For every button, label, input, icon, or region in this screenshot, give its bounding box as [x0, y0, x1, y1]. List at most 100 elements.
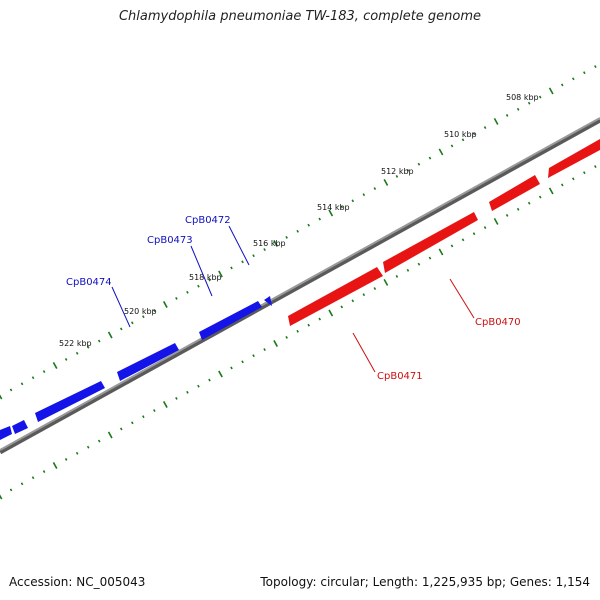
- gene-arrow-cpb0471[interactable]: [288, 267, 383, 326]
- gene-label-cpb0473[interactable]: CpB0473: [147, 235, 193, 246]
- outer-tick: [42, 370, 46, 374]
- inner-tick: [406, 268, 410, 272]
- gene-callout-lines: [111, 225, 475, 373]
- inner-tick: [162, 401, 168, 408]
- inner-tick: [583, 171, 586, 175]
- inner-tick: [52, 462, 58, 469]
- genome-backbone: [0, 117, 600, 455]
- outer-tick: [594, 65, 597, 69]
- inner-tick: [175, 396, 178, 400]
- inner-tick: [197, 384, 200, 388]
- inner-tick: [438, 248, 444, 256]
- inner-tick: [230, 366, 233, 370]
- outer-tick: [560, 83, 564, 87]
- outer-tick: [86, 345, 90, 349]
- gene-arrow-cpb0473[interactable]: [199, 301, 262, 340]
- outer-tick: [450, 144, 454, 148]
- inner-tick-track: [0, 165, 597, 500]
- ruler-label-514: 514 kbp: [317, 203, 350, 212]
- outer-tick: [162, 301, 168, 308]
- outer-tick: [75, 351, 79, 355]
- gene-label-cpb0474[interactable]: CpB0474: [66, 277, 112, 288]
- outer-tick: [438, 148, 444, 156]
- outer-tick: [153, 309, 156, 313]
- outer-tick: [285, 235, 288, 239]
- inner-tick: [538, 195, 542, 199]
- outer-tick: [230, 266, 233, 270]
- genome-summary-text: Topology: circular; Length: 1,225,935 bp…: [260, 575, 590, 589]
- inner-tick: [307, 323, 310, 327]
- inner-tick: [107, 431, 113, 439]
- gene-label-cpb0470[interactable]: CpB0470: [475, 317, 521, 328]
- inner-tick: [340, 305, 344, 309]
- inner-tick: [395, 274, 399, 278]
- outer-tick: [362, 193, 366, 197]
- outer-tick: [0, 394, 3, 400]
- inner-tick: [208, 378, 211, 382]
- gene-arrow-cpb0470[interactable]: [383, 212, 478, 273]
- inner-tick: [417, 262, 421, 266]
- inner-tick: [483, 226, 487, 230]
- outer-tick: [340, 205, 344, 209]
- ruler-label-512: 512 kbp: [381, 167, 414, 176]
- outer-tick-track: [0, 65, 597, 400]
- inner-tick: [548, 187, 554, 195]
- inner-tick: [351, 299, 355, 303]
- inner-tick: [0, 494, 3, 500]
- outer-tick: [351, 199, 355, 203]
- outer-tick: [493, 118, 499, 125]
- gene-arrow-cpb0475[interactable]: [35, 381, 105, 422]
- ruler-label-510: 510 kbp: [444, 130, 477, 139]
- outer-tick: [119, 327, 123, 331]
- outer-tick: [296, 229, 299, 233]
- gene-arrow-cpb0472[interactable]: [264, 296, 272, 306]
- inner-tick: [75, 451, 79, 455]
- outer-tick: [186, 290, 189, 294]
- inner-tick: [493, 218, 499, 225]
- outer-tick: [373, 187, 377, 191]
- ruler-label-520: 520 kbp: [124, 307, 157, 316]
- inner-tick: [516, 207, 520, 211]
- outer-tick: [516, 107, 520, 111]
- outer-tick: [107, 331, 113, 339]
- outer-tick: [31, 376, 35, 380]
- ruler-label-508: 508 kbp: [506, 93, 539, 102]
- outer-tick: [263, 248, 266, 252]
- gene-arrow-cpb0469[interactable]: [489, 175, 540, 211]
- inner-tick: [328, 309, 334, 317]
- inner-tick: [20, 482, 24, 486]
- inner-tick: [461, 238, 465, 242]
- inner-tick: [131, 421, 134, 425]
- inner-tick: [296, 329, 299, 333]
- outer-tick: [64, 357, 68, 361]
- gene-arrow-cpb0474[interactable]: [117, 343, 179, 381]
- gene-arrow-cpb0476[interactable]: [12, 420, 28, 434]
- outer-tick: [252, 254, 255, 258]
- outer-tick: [218, 270, 223, 278]
- inner-tick: [142, 415, 145, 419]
- gene-label-cpb0471[interactable]: CpB0471: [377, 371, 423, 382]
- gene-label-cpb0472[interactable]: CpB0472: [185, 215, 231, 226]
- outer-tick: [142, 315, 145, 319]
- outer-tick: [97, 339, 101, 343]
- inner-tick: [153, 409, 156, 413]
- outer-tick: [208, 278, 211, 282]
- inner-tick: [594, 165, 597, 169]
- inner-tick: [97, 439, 101, 443]
- inner-tick: [505, 213, 509, 217]
- inner-tick: [560, 183, 564, 187]
- outer-tick: [328, 209, 334, 217]
- inner-tick: [285, 335, 288, 339]
- outer-tick: [241, 260, 244, 264]
- inner-tick: [119, 427, 123, 431]
- ruler-label-518: 518 kbp: [189, 273, 222, 282]
- inner-tick: [263, 348, 266, 352]
- inner-tick: [373, 287, 377, 291]
- outer-tick: [307, 223, 310, 227]
- outer-tick: [548, 87, 554, 95]
- inner-tick: [186, 390, 189, 394]
- gene-arrow-cpb0467[interactable]: [548, 139, 600, 178]
- outer-tick: [9, 388, 13, 392]
- gene-arrow-cpb0477[interactable]: [0, 426, 12, 440]
